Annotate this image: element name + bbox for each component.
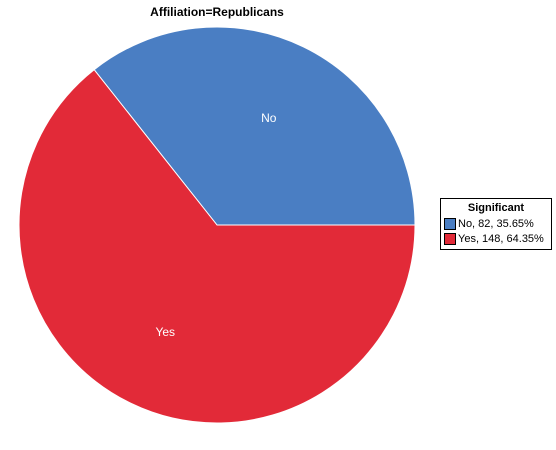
chart-title: Affiliation=Republicans [150,5,284,19]
legend-label-no: No, 82, 35.65% [458,217,534,230]
slice-label-yes: Yes [155,325,175,339]
legend-swatch-no [444,217,456,230]
legend-label-yes: Yes, 148, 64.35% [458,232,544,245]
legend-entry-yes: Yes, 148, 64.35% [441,231,551,246]
legend-title: Significant [467,202,525,214]
legend-entry-no: No, 82, 35.65% [441,216,551,231]
legend-swatch-yes [444,232,456,245]
pie-slice-yes [18,69,416,424]
legend: Significant No, 82, 35.65% Yes, 148, 64.… [440,198,552,250]
slice-label-no: No [261,111,277,125]
pie-chart: No Yes [18,26,416,424]
pie-slice-no [93,26,416,226]
